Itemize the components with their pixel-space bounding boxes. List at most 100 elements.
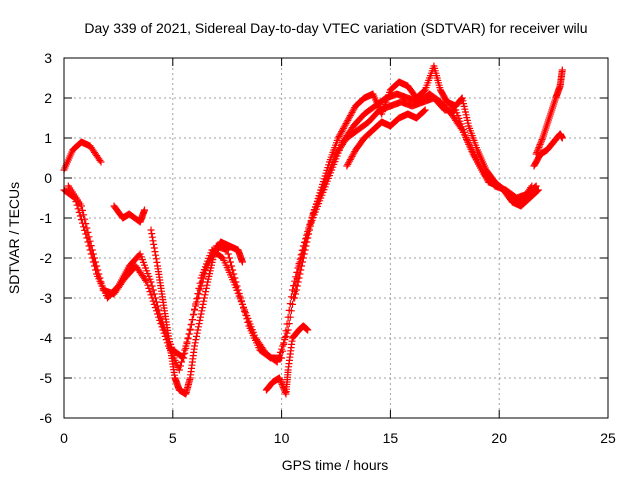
data-point-marker <box>182 342 190 350</box>
data-point-marker <box>147 291 155 299</box>
data-point-marker <box>292 286 300 294</box>
data-point-marker <box>179 354 187 362</box>
series-trace-9 <box>530 130 566 170</box>
data-point-marker <box>198 304 206 312</box>
plot-frame <box>63 57 609 419</box>
y-tick-label: 0 <box>44 170 52 186</box>
data-point-marker <box>275 374 283 382</box>
data-point-marker <box>181 346 189 354</box>
data-point-marker <box>285 320 293 328</box>
data-point-marker <box>228 262 236 270</box>
data-point-marker <box>303 238 311 246</box>
data-point-marker <box>420 107 428 115</box>
data-point-marker <box>281 336 289 344</box>
data-point-marker <box>191 339 199 347</box>
data-point-marker <box>296 270 304 278</box>
y-tick-label: -1 <box>40 210 53 226</box>
data-point-marker <box>286 313 294 321</box>
data-point-marker <box>198 307 206 315</box>
data-point-marker <box>533 147 541 155</box>
data-point-marker <box>191 342 199 350</box>
data-point-marker <box>535 144 543 152</box>
data-point-marker <box>301 246 309 254</box>
data-point-marker <box>304 326 312 334</box>
data-points <box>60 62 566 398</box>
x-tick-label: 15 <box>383 430 399 446</box>
data-point-marker <box>536 140 544 148</box>
data-point-marker <box>180 350 188 358</box>
data-point-marker <box>152 307 160 315</box>
data-point-marker <box>226 258 234 266</box>
y-tick-label: 3 <box>44 50 52 66</box>
data-point-marker <box>278 345 286 353</box>
data-point-marker <box>533 187 541 195</box>
series-trace-3 <box>60 138 105 174</box>
data-point-marker <box>421 106 429 114</box>
data-point-marker <box>194 323 202 331</box>
data-point-marker <box>202 288 210 296</box>
data-point-marker <box>150 240 158 248</box>
data-point-marker <box>85 233 93 241</box>
data-point-marker <box>144 281 152 289</box>
data-point-marker <box>305 226 313 234</box>
y-tick-labels: -6 -5 -4 -3 -2 -1 0 1 2 3 <box>40 50 53 426</box>
data-point-marker <box>77 202 85 210</box>
x-axis-label: GPS time / hours <box>282 457 389 473</box>
data-point-marker <box>153 258 161 266</box>
data-point-marker <box>196 313 204 321</box>
data-point-marker <box>151 248 159 256</box>
data-point-marker <box>96 156 104 164</box>
chart-title: Day 339 of 2021, Sidereal Day-to-day VTE… <box>84 20 587 36</box>
data-point-marker <box>146 288 154 296</box>
data-point-marker <box>148 230 156 238</box>
data-point-marker <box>193 295 201 303</box>
series-trace-8 <box>343 106 429 170</box>
series-trace-7 <box>291 62 542 302</box>
data-point-marker <box>280 339 288 347</box>
y-tick-label: -3 <box>40 290 53 306</box>
data-point-marker <box>195 284 203 292</box>
y-axis-label: SDTVAR / TECUs <box>6 182 22 294</box>
data-point-marker <box>283 329 291 337</box>
data-point-marker <box>97 278 105 286</box>
y-tick-label: -6 <box>40 410 53 426</box>
data-point-marker <box>191 305 199 313</box>
data-point-marker <box>142 276 150 284</box>
data-point-marker <box>279 342 287 350</box>
data-point-marker <box>82 220 90 228</box>
data-point-marker <box>298 262 306 270</box>
y-tick-label: -4 <box>40 330 53 346</box>
data-point-marker <box>197 310 205 318</box>
data-point-marker <box>202 284 210 292</box>
data-point-marker <box>151 304 159 312</box>
data-point-marker <box>84 228 92 236</box>
series-trace-10 <box>532 66 566 158</box>
data-point-marker <box>96 274 104 282</box>
data-point-marker <box>558 134 566 142</box>
data-point-marker <box>157 320 165 328</box>
data-point-marker <box>274 355 282 363</box>
data-point-marker <box>176 362 184 370</box>
data-point-marker <box>279 382 287 390</box>
data-point-marker <box>194 326 202 334</box>
data-point-marker <box>155 313 163 321</box>
x-tick-label: 25 <box>600 430 616 446</box>
data-point-marker <box>152 251 160 259</box>
data-point-marker <box>199 300 207 308</box>
data-point-marker <box>90 254 98 262</box>
data-point-marker <box>98 282 106 290</box>
data-point-marker <box>307 218 315 226</box>
data-point-marker <box>282 332 290 340</box>
series-trace-6 <box>262 322 312 398</box>
y-tick-label: -5 <box>40 370 53 386</box>
data-point-marker <box>86 237 94 245</box>
data-point-marker <box>306 222 314 230</box>
data-point-marker <box>238 258 246 266</box>
data-point-marker <box>225 254 233 262</box>
data-point-marker <box>457 124 465 132</box>
data-point-marker <box>281 388 289 396</box>
data-point-marker <box>141 206 149 214</box>
data-point-marker <box>150 300 158 308</box>
data-point-marker <box>297 266 305 274</box>
data-point-marker <box>537 137 545 145</box>
